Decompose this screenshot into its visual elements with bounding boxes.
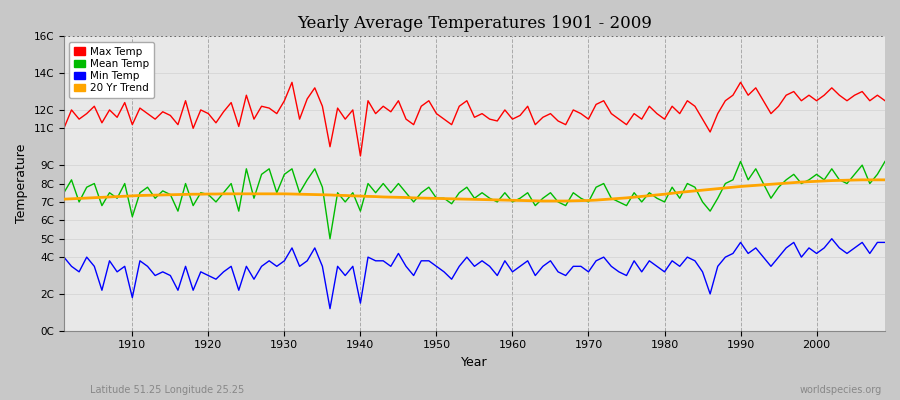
Line: 20 Yr Trend: 20 Yr Trend	[64, 180, 885, 201]
20 Yr Trend	[857, 178, 868, 182]
Mean Temp	[606, 196, 616, 201]
Max Temp	[614, 117, 625, 122]
Min Temp	[515, 264, 526, 269]
Mean Temp	[120, 181, 130, 186]
20 Yr Trend	[120, 194, 130, 199]
Min Temp	[507, 270, 517, 274]
20 Yr Trend	[606, 196, 616, 201]
Max Temp	[355, 154, 365, 158]
Line: Min Temp: Min Temp	[64, 239, 885, 309]
Mean Temp	[507, 200, 517, 204]
Mean Temp	[325, 236, 336, 241]
Text: worldspecies.org: worldspecies.org	[800, 385, 882, 395]
Min Temp	[120, 264, 130, 269]
Mean Temp	[735, 159, 746, 164]
20 Yr Trend	[286, 192, 297, 196]
Min Temp	[325, 306, 336, 311]
Mean Temp	[515, 196, 526, 201]
Min Temp	[606, 264, 616, 269]
Text: Latitude 51.25 Longitude 25.25: Latitude 51.25 Longitude 25.25	[90, 385, 244, 395]
20 Yr Trend	[537, 199, 548, 204]
Min Temp	[879, 240, 890, 245]
X-axis label: Year: Year	[461, 356, 488, 369]
Max Temp	[58, 126, 69, 131]
Line: Mean Temp: Mean Temp	[64, 162, 885, 239]
Max Temp	[286, 80, 297, 85]
Max Temp	[340, 117, 351, 122]
Mean Temp	[286, 166, 297, 171]
Max Temp	[879, 98, 890, 103]
Max Temp	[120, 100, 130, 105]
Min Temp	[58, 255, 69, 260]
Max Temp	[515, 113, 526, 118]
Min Temp	[286, 246, 297, 250]
20 Yr Trend	[879, 178, 890, 182]
Title: Yearly Average Temperatures 1901 - 2009: Yearly Average Temperatures 1901 - 2009	[297, 15, 652, 32]
20 Yr Trend	[500, 198, 510, 202]
Mean Temp	[340, 200, 351, 204]
Max Temp	[522, 104, 533, 109]
Y-axis label: Temperature: Temperature	[15, 144, 28, 223]
20 Yr Trend	[507, 198, 517, 203]
20 Yr Trend	[332, 193, 343, 198]
20 Yr Trend	[58, 197, 69, 202]
Mean Temp	[879, 159, 890, 164]
Line: Max Temp: Max Temp	[64, 82, 885, 156]
Min Temp	[826, 236, 837, 241]
Max Temp	[294, 117, 305, 122]
Legend: Max Temp, Mean Temp, Min Temp, 20 Yr Trend: Max Temp, Mean Temp, Min Temp, 20 Yr Tre…	[69, 42, 154, 98]
Min Temp	[340, 273, 351, 278]
Mean Temp	[58, 190, 69, 195]
